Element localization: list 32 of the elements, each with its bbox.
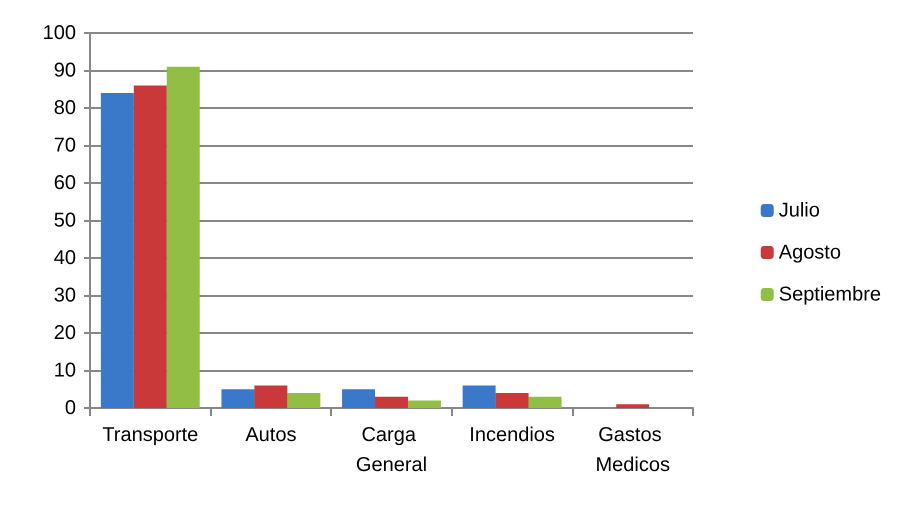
bar — [616, 404, 650, 408]
bar — [134, 86, 167, 408]
y-tick-label: 60 — [54, 172, 76, 194]
legend-label: Agosto — [778, 242, 841, 264]
x-tick-label: Autos — [245, 424, 296, 446]
y-tick-label: 10 — [54, 360, 76, 382]
legend-label: Septiembre — [778, 284, 882, 306]
y-tick-label: 0 — [64, 397, 76, 419]
y-tick-label: 20 — [54, 322, 76, 344]
bar — [375, 396, 408, 408]
bar — [287, 393, 320, 408]
y-tick-label: 90 — [54, 60, 76, 82]
x-tick-label: Incendios — [469, 424, 555, 446]
bar — [342, 389, 376, 408]
bar — [528, 396, 562, 408]
y-tick-label: 30 — [54, 284, 76, 306]
bar — [408, 400, 441, 408]
x-tick-label: Carga General — [356, 424, 428, 476]
bar — [221, 389, 254, 408]
y-tick-label: 100 — [42, 22, 76, 44]
bar — [166, 66, 200, 408]
x-tick-label: Gastos Medicos — [595, 424, 670, 476]
y-tick-label: 40 — [54, 247, 76, 269]
bar — [254, 386, 288, 408]
y-tick-label: 80 — [54, 97, 76, 119]
legend-label: Julio — [778, 200, 820, 222]
x-tick-label: Transporte — [102, 424, 198, 446]
bar — [462, 386, 496, 408]
y-tick-label: 70 — [54, 134, 76, 156]
bar — [496, 393, 529, 408]
y-tick-label: 50 — [54, 210, 76, 232]
bar — [100, 93, 134, 408]
